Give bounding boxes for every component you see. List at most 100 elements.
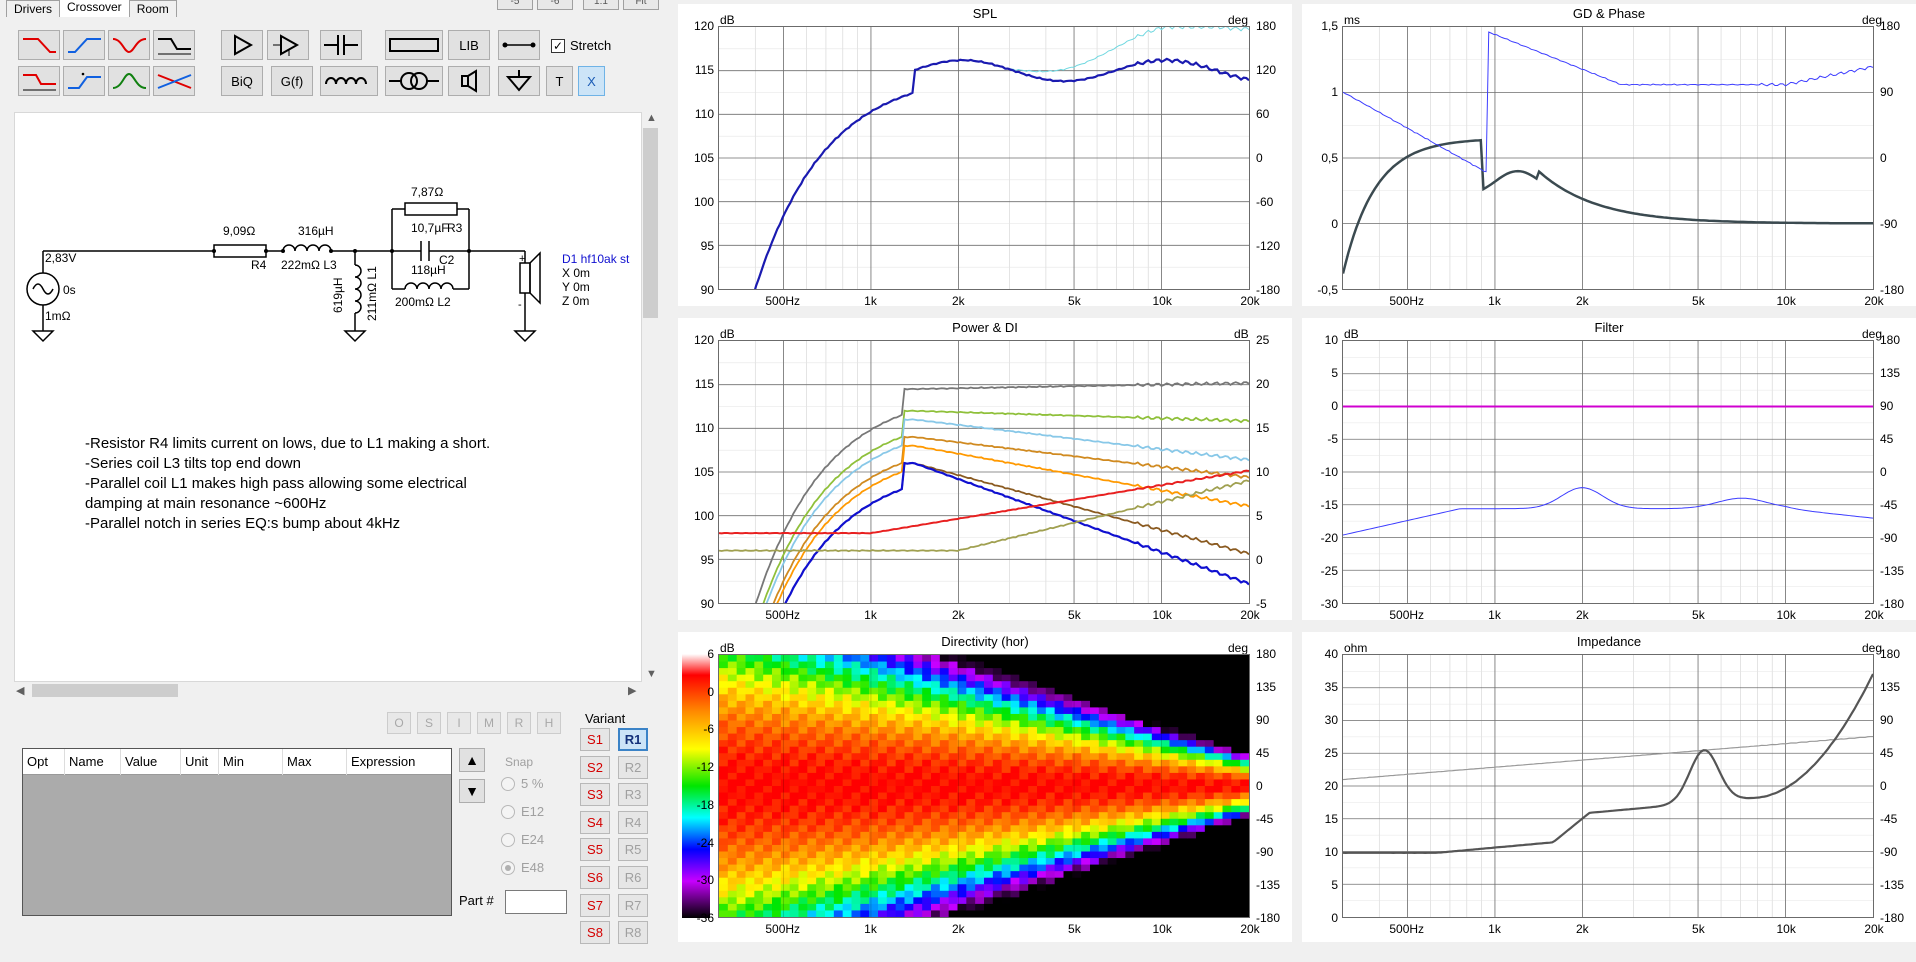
c2-value[interactable]: 10,7µF [411, 221, 449, 235]
biquad-button[interactable]: BiQ [221, 66, 263, 96]
scroll-up-icon[interactable]: ▲ [646, 112, 657, 124]
tab-crossover[interactable]: Crossover [59, 0, 130, 17]
resistor-button[interactable] [385, 30, 443, 60]
variant-r8-button[interactable]: R8 [618, 921, 648, 945]
filter-plot[interactable] [1342, 340, 1874, 604]
zoom-reset-button[interactable]: 1:1 [583, 0, 619, 10]
lowpass-2-button[interactable] [18, 66, 60, 96]
amplifier-button[interactable] [221, 30, 263, 60]
col-min[interactable]: Min [219, 749, 283, 775]
variant-r2-button[interactable]: R2 [618, 755, 648, 779]
col-expression[interactable]: Expression [351, 754, 416, 769]
variant-s4-button[interactable]: S4 [580, 810, 610, 834]
snap-e48-radio[interactable] [501, 861, 515, 875]
optimize-h-button[interactable]: H [537, 712, 561, 734]
source-voltage[interactable]: 2,83V [45, 251, 77, 265]
heatmap-cell [966, 740, 976, 748]
close-x-button[interactable]: X [578, 66, 605, 96]
col-opt[interactable]: Opt [23, 749, 65, 775]
snap-5pct-radio[interactable] [501, 777, 515, 791]
shelf-button[interactable] [153, 30, 195, 60]
schematic-canvas[interactable]: 9,09Ω R4 316µH 222mΩ L3 619µH 211mΩ L1 7… [14, 112, 642, 682]
inductor-button[interactable] [320, 66, 378, 96]
variant-s1-button[interactable]: S1 [580, 728, 610, 751]
optimize-m-button[interactable]: M [477, 712, 501, 734]
parameter-grid[interactable]: Opt Name Value Unit Min Max Expression [22, 748, 452, 916]
tab-drivers[interactable]: Drivers [6, 0, 60, 17]
scroll-thumb[interactable] [32, 684, 178, 697]
heatmap-cell [1204, 838, 1215, 846]
heatmap-cell [1240, 740, 1249, 748]
lowpass-1-button[interactable] [18, 30, 60, 60]
move-down-button[interactable]: ▼ [459, 779, 485, 803]
heatmap-cell [1054, 864, 1065, 872]
buffer-button[interactable] [267, 30, 309, 60]
scroll-thumb[interactable] [643, 128, 658, 318]
variant-s6-button[interactable]: S6 [580, 866, 610, 889]
gd-phase-plot[interactable] [1342, 26, 1874, 290]
highpass-2-button[interactable] [63, 66, 105, 96]
tab-room[interactable]: Room [128, 0, 177, 17]
highpass-1-button[interactable] [63, 30, 105, 60]
scroll-down-icon[interactable]: ▼ [646, 668, 657, 680]
part-number-input[interactable] [505, 890, 567, 914]
ground-button[interactable] [498, 66, 540, 96]
variant-s8-button[interactable]: S8 [580, 921, 610, 945]
bandpass-button[interactable] [108, 66, 150, 96]
heatmap-cell [922, 877, 932, 885]
r4-value[interactable]: 9,09Ω [223, 224, 256, 238]
directivity-plot[interactable] [718, 654, 1250, 918]
zoom-out-button[interactable]: -5 [497, 0, 533, 10]
wire-button[interactable] [498, 30, 540, 60]
snap-e12-radio[interactable] [501, 805, 515, 819]
crossover-pair-button[interactable] [153, 66, 195, 96]
col-max[interactable]: Max [283, 749, 347, 775]
scroll-left-icon[interactable]: ◀ [16, 685, 25, 697]
l3-value[interactable]: 316µH [298, 224, 334, 238]
variant-s5-button[interactable]: S5 [580, 838, 610, 862]
move-up-button[interactable]: ▲ [459, 748, 485, 772]
optimize-i-button[interactable]: I [447, 712, 471, 734]
variant-r3-button[interactable]: R3 [618, 783, 648, 807]
optimize-s-button[interactable]: S [417, 712, 441, 734]
variant-r1-button[interactable]: R1 [618, 728, 648, 751]
heatmap-cell [1178, 864, 1188, 872]
heatmap-cell [798, 897, 808, 905]
optimize-o-button[interactable]: O [387, 712, 411, 734]
variant-s2-button[interactable]: S2 [580, 755, 610, 779]
l1-value[interactable]: 619µH [331, 277, 345, 313]
variant-r5-button[interactable]: R5 [618, 838, 648, 862]
optimize-r-button[interactable]: R [507, 712, 531, 734]
transformer-button[interactable] [385, 66, 443, 96]
bandstop-button[interactable] [108, 30, 150, 60]
impedance-plot[interactable] [1342, 654, 1874, 918]
heatmap-cell [1090, 799, 1100, 807]
spl-plot[interactable] [718, 26, 1250, 290]
variant-s3-button[interactable]: S3 [580, 783, 610, 807]
snap-e24-radio[interactable] [501, 833, 515, 847]
driver-button[interactable] [448, 66, 490, 96]
variant-r4-button[interactable]: R4 [618, 810, 648, 834]
variant-r6-button[interactable]: R6 [618, 866, 648, 889]
col-unit[interactable]: Unit [181, 749, 219, 775]
transfer-function-button[interactable]: G(f) [271, 66, 313, 96]
zoom-fit-button[interactable]: Fit [623, 0, 659, 10]
heatmap-cell [754, 753, 764, 761]
r3-value[interactable]: 7,87Ω [411, 185, 444, 199]
capacitor-button[interactable] [320, 30, 362, 60]
library-button[interactable]: LIB [448, 30, 490, 60]
variant-s7-button[interactable]: S7 [580, 893, 610, 917]
stretch-checkbox[interactable]: ✓ Stretch [551, 38, 611, 53]
horizontal-scrollbar[interactable]: ◀ ▶ [14, 682, 642, 699]
col-value[interactable]: Value [121, 749, 181, 775]
y2-tick-label: -90 [1880, 845, 1898, 859]
l2-value[interactable]: 118µH [411, 263, 446, 277]
variant-r7-button[interactable]: R7 [618, 893, 648, 917]
vertical-scrollbar[interactable]: ▲ ▼ [642, 112, 659, 682]
power-di-plot[interactable] [718, 340, 1250, 604]
zoom-in-button[interactable]: -6 [537, 0, 573, 10]
col-name[interactable]: Name [65, 749, 121, 775]
scroll-right-icon[interactable]: ▶ [628, 685, 637, 697]
text-button[interactable]: T [546, 66, 573, 96]
driver-name[interactable]: D1 hf10ak st [562, 252, 630, 266]
